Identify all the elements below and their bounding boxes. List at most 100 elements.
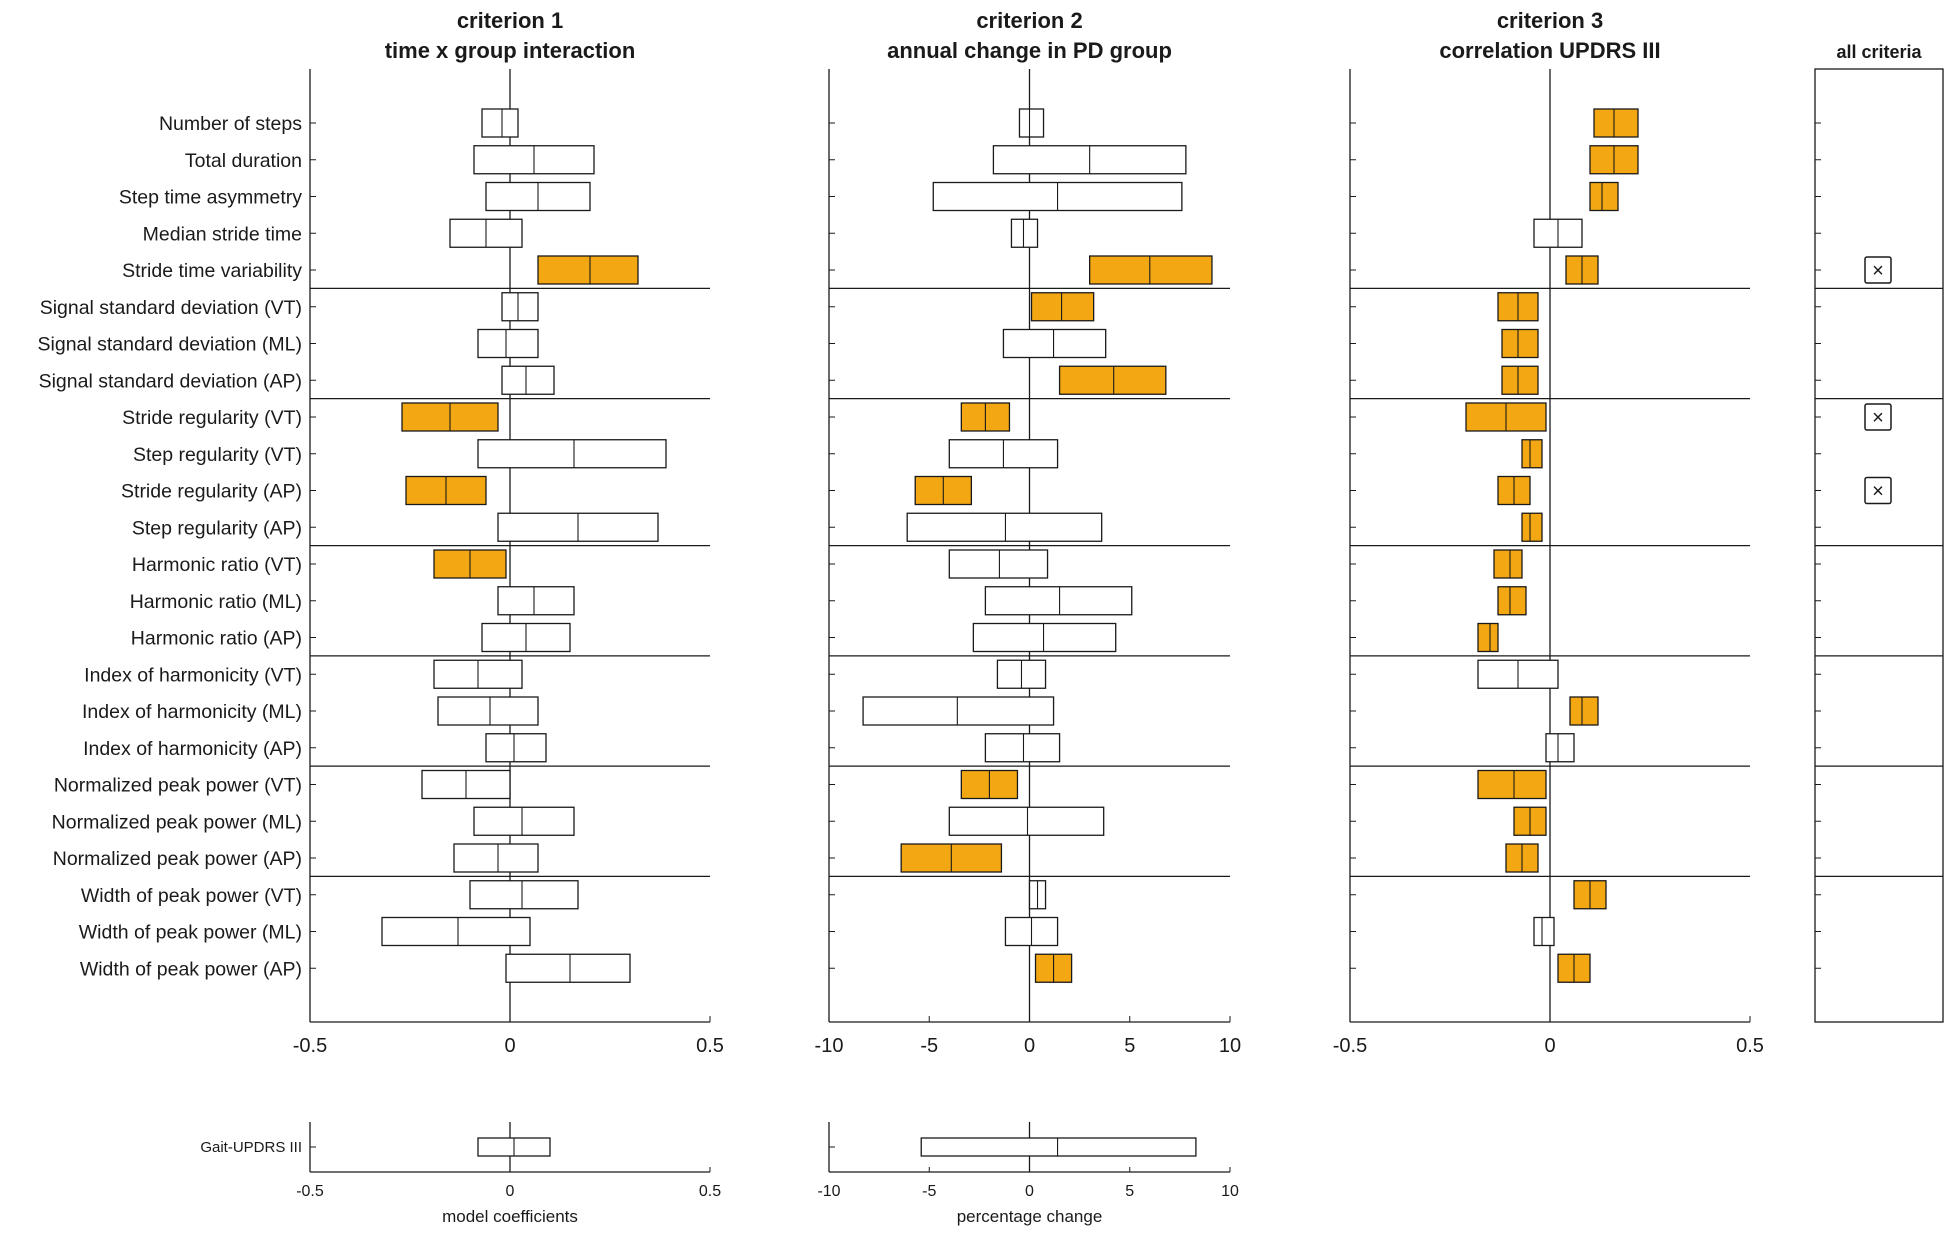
x-tick-label: 5 — [1124, 1035, 1135, 1057]
x-tick-label: 5 — [1125, 1183, 1134, 1200]
interval-box — [1477, 622, 1499, 653]
marker-box — [1864, 403, 1892, 431]
interval-box — [862, 696, 1055, 726]
interval-box — [1477, 769, 1547, 800]
row-label: Step regularity (AP) — [132, 517, 302, 539]
interval-box — [501, 365, 555, 395]
interval-box — [469, 880, 579, 910]
marker-box — [1864, 256, 1892, 284]
x-tick-label: 0.5 — [1736, 1035, 1764, 1057]
interval-box — [984, 586, 1133, 616]
interval-box — [948, 549, 1049, 579]
summary-panel-2: -10 -5 0 5 10 percentage change — [817, 1122, 1239, 1226]
interval-box — [1493, 549, 1523, 579]
interval-box — [1501, 365, 1539, 395]
row-label: Signal standard deviation (VT) — [40, 297, 302, 319]
row-label: Normalized peak power (ML) — [52, 811, 302, 833]
x-tick-label: 0.5 — [699, 1183, 721, 1200]
x-tick-label: 0 — [1024, 1035, 1035, 1057]
row-label: Harmonic ratio (VT) — [132, 554, 302, 576]
panel-title: criterion 2 — [976, 8, 1082, 33]
interval-box — [453, 843, 539, 873]
summary-panel-1: -0.5 0 0.5 Gait-UPDRS III model coefficients — [200, 1122, 721, 1226]
interval-box — [1533, 916, 1555, 947]
x-tick-label: 0.5 — [696, 1035, 724, 1057]
interval-box — [481, 108, 519, 138]
interval-box — [1501, 328, 1539, 359]
criterion-3-panel: criterion 3 correlation UPDRS III -0.5 0 0.5 — [1333, 8, 1764, 1057]
panel-subtitle: annual change in PD group — [887, 38, 1172, 63]
marker-symbol: × — [1872, 260, 1884, 282]
x-tick-label: -10 — [817, 1183, 840, 1200]
panel-title: criterion 3 — [1497, 8, 1603, 33]
x-tick-label: -0.5 — [296, 1183, 324, 1200]
x-tick-label: 0 — [506, 1183, 515, 1200]
panel-subtitle: correlation UPDRS III — [1439, 38, 1660, 63]
criterion-1-panel: criterion 1 time x group interaction -0.5 0… — [293, 8, 724, 1057]
interval-box — [1058, 365, 1167, 395]
interval-box — [485, 733, 547, 763]
interval-box — [1589, 181, 1619, 212]
interval-box — [1010, 218, 1039, 248]
interval-box — [948, 806, 1105, 836]
row-label: Normalized peak power (AP) — [53, 848, 302, 870]
row-label: Width of peak power (AP) — [80, 958, 302, 980]
row-label: Width of peak power (ML) — [79, 922, 302, 944]
panel-subtitle: time x group interaction — [385, 38, 636, 63]
x-tick-label: -0.5 — [293, 1035, 327, 1057]
interval-box — [1521, 512, 1543, 542]
marker-symbol: × — [1872, 481, 1884, 503]
interval-box — [1089, 255, 1213, 285]
row-label: Median stride time — [143, 223, 302, 245]
interval-box — [1030, 292, 1095, 322]
interval-box — [537, 255, 639, 285]
x-axis-label: model coefficients — [442, 1207, 578, 1226]
row-label: Width of peak power (VT) — [81, 885, 302, 907]
row-label: Step regularity (VT) — [133, 444, 302, 466]
interval-box — [1002, 328, 1107, 359]
row-label: Step time asymmetry — [119, 187, 302, 209]
x-tick-label: -10 — [815, 1035, 844, 1057]
row-label: Signal standard deviation (ML) — [38, 334, 302, 356]
x-tick-label: 10 — [1221, 1183, 1239, 1200]
row-label: Total duration — [185, 150, 302, 172]
interval-box — [1018, 108, 1045, 138]
row-label: Harmonic ratio (ML) — [130, 591, 302, 613]
interval-box — [984, 733, 1061, 763]
row-label: Index of harmonicity (AP) — [83, 738, 302, 760]
row-label: Index of harmonicity (ML) — [82, 701, 302, 723]
interval-box — [972, 622, 1117, 653]
x-tick-label: 10 — [1219, 1035, 1241, 1057]
row-label: Number of steps — [159, 113, 302, 135]
interval-box — [477, 328, 539, 359]
interval-box — [1521, 439, 1543, 469]
interval-box — [501, 292, 539, 322]
interval-box — [381, 916, 531, 947]
interval-box — [1593, 108, 1639, 138]
row-label: Stride regularity (AP) — [121, 481, 302, 503]
all-criteria-panel: all criteria × × × — [1814, 42, 1944, 1023]
panel-title: criterion 1 — [457, 8, 563, 33]
panel-title: all criteria — [1836, 42, 1922, 62]
row-label: Signal standard deviation (AP) — [39, 370, 302, 392]
criterion-2-panel: criterion 2 annual change in PD group -10 -… — [815, 8, 1242, 1057]
marker-symbol: × — [1872, 407, 1884, 429]
x-tick-label: 0 — [1025, 1183, 1034, 1200]
row-labels: Number of steps Total duration Step time a… — [38, 113, 303, 980]
interval-box — [477, 439, 667, 469]
interval-box — [505, 953, 631, 983]
interval-box — [1569, 696, 1599, 726]
interval-box — [497, 586, 575, 616]
x-tick-label: 0 — [504, 1035, 515, 1057]
x-tick-label: 0 — [1544, 1035, 1555, 1057]
interval-box — [473, 806, 575, 836]
row-label: Stride regularity (VT) — [122, 407, 302, 429]
row-label: Stride time variability — [122, 260, 302, 282]
interval-box — [1545, 733, 1575, 763]
row-label: Index of harmonicity (VT) — [84, 664, 302, 686]
summary-label: Gait-UPDRS III — [200, 1139, 302, 1156]
x-tick-label: -5 — [922, 1183, 936, 1200]
x-tick-label: -0.5 — [1333, 1035, 1367, 1057]
x-tick-label: -5 — [920, 1035, 938, 1057]
